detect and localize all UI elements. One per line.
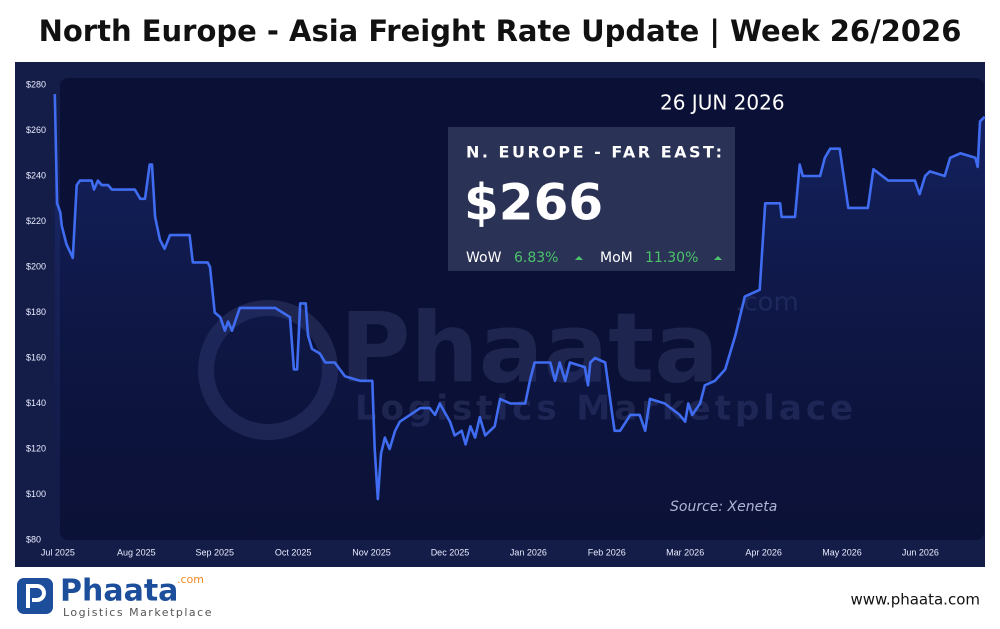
x-tick-label: Aug 2025 — [117, 547, 156, 557]
y-tick-label: $220 — [26, 216, 46, 226]
footer-logo-suffix: .com — [177, 573, 204, 586]
y-tick-label: $280 — [26, 79, 46, 89]
x-tick-label: Apr 2026 — [745, 547, 782, 557]
footer-url: www.phaata.com — [851, 591, 981, 609]
x-tick-label: Oct 2025 — [275, 547, 312, 557]
logo-icon — [17, 578, 53, 614]
x-tick-label: Jul 2025 — [41, 547, 75, 557]
y-tick-label: $120 — [26, 443, 46, 453]
footer-tagline: Logistics Marketplace — [63, 606, 213, 619]
y-tick-label: $100 — [26, 489, 46, 499]
chart-title: North Europe - Asia Freight Rate Update … — [39, 14, 962, 48]
x-tick-label: Jun 2026 — [902, 547, 939, 557]
wow-label: WoW — [466, 250, 502, 266]
plot: $80 $100 $120 $140 $160 $180 $200 $220 $240 $260 $… — [26, 79, 986, 557]
annotation-date: 26 JUN 2026 — [660, 91, 785, 115]
area — [54, 94, 985, 540]
x-tick-label: May 2026 — [822, 547, 862, 557]
y-tick-label: $80 — [26, 534, 41, 544]
mom-label: MoM — [600, 250, 633, 266]
logo-icon-glyph — [26, 584, 46, 608]
x-tick-label: Feb 2026 — [588, 547, 626, 557]
x-tick-label: Nov 2025 — [352, 547, 391, 557]
x-tick-label: Mar 2026 — [666, 547, 704, 557]
line — [53, 94, 986, 501]
x-tick-label: Sep 2025 — [195, 547, 234, 557]
y-tick-label: $140 — [26, 398, 46, 408]
annotation-card — [448, 127, 735, 271]
wow-arrow — [575, 256, 583, 260]
y-tick-label: $180 — [26, 307, 46, 317]
x-tick-label: Jan 2026 — [510, 547, 547, 557]
x-tick-label: Dec 2025 — [431, 547, 470, 557]
y-tick-label: $160 — [26, 352, 46, 362]
y-tick-label: $240 — [26, 170, 46, 180]
mom-value: 11.30% — [645, 250, 698, 266]
mom-arrow — [714, 256, 722, 260]
wow-value: 6.83% — [514, 250, 558, 266]
annotation-label: N. EUROPE - FAR EAST: — [466, 143, 724, 162]
source: Source: Xeneta — [670, 499, 777, 515]
y-tick-label: $200 — [26, 261, 46, 271]
y-tick-label: $260 — [26, 125, 46, 135]
annotation-value: $266 — [464, 174, 603, 232]
footer-logo: Phaata — [60, 574, 178, 609]
